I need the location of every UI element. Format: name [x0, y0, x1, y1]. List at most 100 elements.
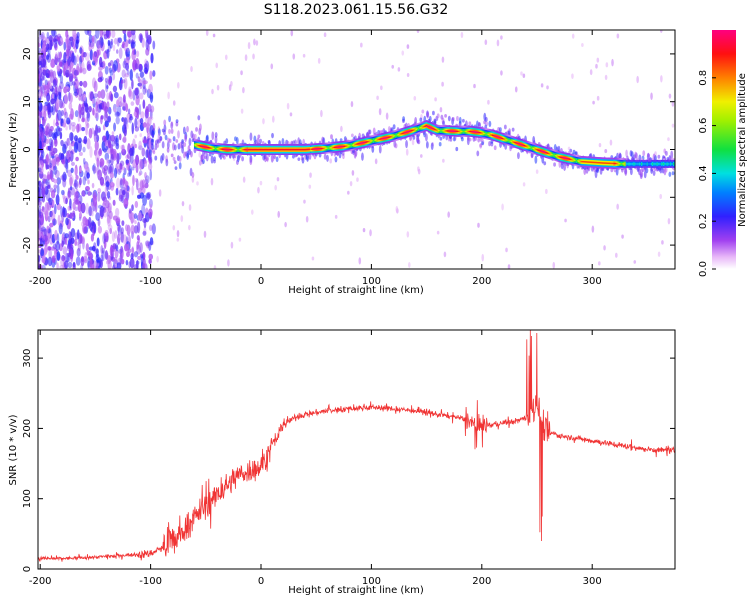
spectrogram-cell [422, 125, 425, 128]
spectrogram-cell [444, 134, 447, 137]
spectrogram-cell [541, 150, 544, 153]
spectrogram-cell [276, 150, 279, 152]
spectrogram-cell [469, 125, 472, 128]
spectrogram-cell [425, 133, 428, 142]
spectrogram-cell [267, 153, 270, 155]
spectrogram-cell [273, 145, 276, 148]
spectrogram-cell [425, 129, 428, 132]
spectrogram-cell [286, 148, 289, 151]
spectrogram-cell [277, 144, 280, 146]
spectrogram-cell [38, 230, 42, 239]
spectrogram-cell [383, 141, 386, 144]
spectrogram-cell [237, 144, 239, 146]
spectrogram-cell [225, 148, 228, 151]
spectrogram-cell [278, 153, 281, 155]
spectrogram-cell [287, 153, 290, 155]
spectrogram-cell [503, 142, 505, 145]
spectrogram-cell [281, 145, 283, 148]
spectrogram-cell [549, 157, 552, 160]
spectrogram-cell [238, 153, 240, 155]
spectrogram-cell [266, 150, 269, 152]
spectrogram-cell [461, 127, 463, 130]
spectrogram-cell [101, 140, 105, 152]
spectrogram-cell [149, 108, 153, 120]
spectrogram-cell [331, 143, 334, 146]
spectrogram-cell [335, 141, 338, 144]
spectrogram-cell [569, 153, 572, 156]
spectrogram-cell [531, 148, 534, 151]
spectrogram-cell [132, 174, 135, 186]
spectrogram-cell [489, 133, 492, 136]
spectrogram-cell [566, 157, 568, 160]
spectrogram-cell [152, 150, 156, 155]
spectrogram-cell [548, 154, 551, 156]
spectrogram-cell [466, 128, 469, 131]
spectrogram-cell [423, 130, 426, 132]
spectrogram-cell [298, 150, 301, 152]
spectrogram-cell [102, 31, 107, 36]
spectrogram-cell [402, 127, 405, 130]
spectrogram-cell [455, 125, 458, 128]
spectrogram-cell [401, 50, 405, 56]
spectrogram-cell [235, 151, 238, 154]
spectrogram-cell [38, 140, 42, 149]
spectrogram-cell [564, 218, 567, 223]
spectrogram-cell [202, 141, 205, 143]
spectrogram-cell [292, 145, 295, 148]
spectrogram-cell [349, 147, 352, 150]
spectrogram-cell [104, 65, 109, 75]
spectrogram-cell [521, 140, 524, 143]
spectrogram-cell [416, 30, 420, 34]
spectrogram-cell [467, 128, 470, 131]
spectrogram-cell [588, 161, 590, 163]
spectrogram-cell [473, 130, 476, 133]
spectrogram-cell [273, 151, 276, 154]
spectrogram-cell [496, 132, 499, 135]
spectrogram-cell [56, 250, 61, 261]
spectrogram-cell [429, 129, 431, 131]
spectrogram-cell [305, 153, 308, 155]
spectrogram-cell [416, 126, 419, 129]
spectrogram-cell [496, 134, 499, 136]
spectrogram-cell [260, 147, 263, 149]
spectrogram-cell [598, 161, 600, 164]
spectrogram-cell [592, 156, 595, 159]
spectrogram-cell [500, 134, 503, 136]
spectrogram-cell [123, 77, 128, 90]
spectrogram-cell [232, 150, 235, 152]
spectrogram-cell [307, 151, 310, 154]
spectrogram-cell [118, 47, 123, 60]
spectrogram-cell [441, 129, 444, 132]
spectrogram-cell [473, 133, 476, 136]
spectrogram-cell [206, 149, 208, 152]
spectrogram-cell [430, 129, 433, 132]
spectrogram-cell [412, 129, 415, 131]
spectrogram-cell [110, 38, 114, 46]
spectrogram-cell [432, 126, 435, 128]
spectrogram-cell [134, 200, 139, 209]
spectrogram-cell [96, 157, 100, 168]
spectrogram-cell [240, 70, 243, 76]
spectrogram-cell [225, 153, 228, 155]
spectrogram-cell [38, 205, 42, 217]
spectrogram-cell [484, 127, 487, 130]
spectrogram-cell [387, 131, 389, 134]
spectrogram-cell [455, 131, 458, 134]
spectrogram-cell [266, 153, 269, 155]
spectrogram-cell [562, 155, 565, 157]
spectrogram-cell [382, 137, 385, 140]
spectrogram-cell [210, 144, 213, 146]
spectrogram-cell [412, 124, 415, 127]
spectrogram-cell [242, 153, 245, 155]
spectrogram-cell [592, 161, 595, 164]
spectrogram-cell [529, 147, 532, 150]
spectrogram-cell [295, 147, 298, 149]
spectrogram-cell [205, 149, 207, 151]
spectrogram-cell [77, 242, 81, 252]
spectrogram-cell [469, 128, 472, 131]
spectrogram-cell [496, 135, 499, 138]
spectrogram-cell [38, 249, 41, 254]
spectrogram-cell [109, 245, 114, 257]
spectrogram-cell [352, 139, 355, 142]
spectrogram-cell [458, 130, 461, 133]
